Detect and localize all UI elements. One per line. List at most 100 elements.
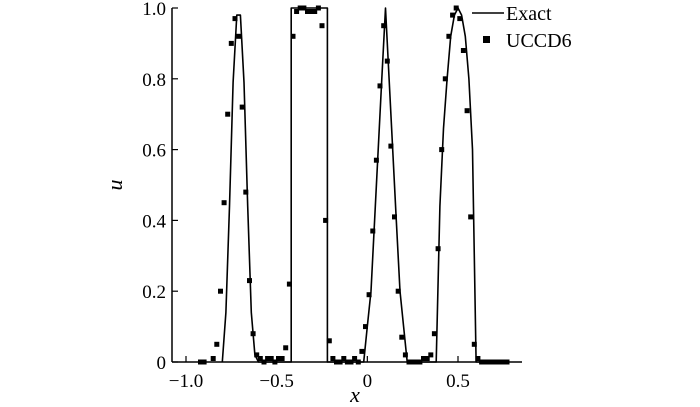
uccd6-marker (334, 359, 339, 365)
uccd6-marker (421, 356, 426, 361)
uccd6-marker (272, 359, 278, 365)
uccd6-marker (330, 356, 336, 361)
legend-marker-uccd6 (483, 36, 490, 43)
uccd6-marker (355, 359, 361, 365)
uccd6-marker (228, 40, 234, 46)
uccd6-marker (243, 189, 249, 195)
uccd6-marker (457, 16, 463, 22)
uccd6-marker (265, 356, 271, 361)
uccd6-marker (388, 143, 394, 149)
uccd6-marker (315, 5, 321, 11)
x-axis-label: x (349, 382, 360, 407)
uccd6-marker (431, 331, 437, 337)
x-tick-label: 0.5 (446, 371, 470, 392)
uccd6-marker (486, 359, 492, 365)
uccd6-marker (417, 359, 423, 365)
uccd6-marker (210, 356, 216, 361)
uccd6-marker (373, 157, 379, 163)
y-tick-label: 0 (157, 353, 167, 374)
uccd6-marker (442, 76, 448, 82)
x-tick-labels: −1.0 −0.5 0 0.5 (169, 371, 470, 392)
uccd6-marker (279, 356, 285, 361)
uccd6-marker (323, 217, 329, 223)
uccd6-marker (218, 288, 223, 294)
uccd6-marker (283, 345, 289, 351)
uccd6-marker (395, 288, 401, 294)
uccd6-marker (446, 33, 452, 39)
x-tick-label: −0.5 (259, 371, 293, 392)
uccd6-marker (232, 16, 238, 22)
uccd6-marker (348, 359, 354, 365)
uccd6-marker (359, 348, 365, 354)
uccd6-marker (402, 352, 408, 358)
uccd6-marker (471, 341, 477, 347)
uccd6-marker (475, 356, 481, 361)
uccd6-marker (464, 108, 470, 114)
y-axis-label: u (102, 180, 127, 191)
y-tick-label: 0.8 (142, 70, 166, 91)
uccd6-marker (370, 228, 376, 234)
uccd6-marker (344, 359, 350, 365)
uccd6-marker (319, 23, 325, 29)
uccd6-marker (460, 48, 466, 53)
uccd6-marker (490, 359, 495, 365)
legend: Exact UCCD6 (472, 3, 572, 52)
uccd6-marker (337, 359, 343, 365)
uccd6-marker (236, 33, 242, 39)
uccd6-marker (341, 356, 347, 361)
uccd6-marker (239, 104, 245, 110)
uccd6-marker (468, 214, 474, 220)
series-exact (221, 7, 480, 363)
uccd6-marker (377, 83, 383, 89)
y-tick-label: 1.0 (142, 0, 166, 20)
uccd6-marker (201, 359, 207, 365)
uccd6-marker (493, 359, 499, 365)
uccd6-marker (384, 58, 390, 64)
uccd6-marker (392, 214, 397, 220)
uccd6-marker (276, 356, 281, 361)
uccd6-marker (247, 278, 252, 284)
uccd6-marker (399, 334, 405, 340)
y-tick-labels: 0 0.2 0.4 0.6 0.8 1.0 (142, 0, 166, 374)
uccd6-marker (504, 359, 510, 365)
uccd6-marker (308, 9, 314, 14)
uccd6-marker (381, 23, 387, 29)
uccd6-marker (225, 111, 231, 117)
uccd6-marker (428, 352, 434, 358)
uccd6-marker (312, 9, 318, 14)
x-tick-label: 0 (363, 371, 373, 392)
legend-label-uccd6: UCCD6 (506, 30, 572, 52)
uccd6-marker (439, 147, 445, 153)
uccd6-marker (500, 359, 506, 365)
legend-label-exact: Exact (506, 3, 552, 25)
uccd6-marker (363, 324, 368, 330)
y-tick-label: 0.6 (142, 141, 166, 162)
uccd6-marker (410, 359, 416, 365)
uccd6-marker (250, 331, 256, 337)
uccd6-marker (290, 33, 296, 39)
uccd6-marker (286, 281, 292, 287)
uccd6-marker (435, 246, 441, 252)
uccd6-marker (214, 341, 220, 347)
uccd6-marker (254, 352, 260, 358)
uccd6-marker (424, 356, 430, 361)
uccd6-marker (301, 5, 307, 11)
x-tick-label: −1.0 (169, 371, 203, 392)
uccd6-marker (413, 359, 419, 365)
uccd6-marker (294, 9, 300, 14)
uccd6-marker (479, 359, 485, 365)
uccd6-marker (352, 356, 358, 361)
uccd6-marker (305, 9, 310, 14)
uccd6-marker (366, 292, 372, 298)
uccd6-marker (450, 12, 456, 18)
y-tick-label: 0.2 (142, 282, 166, 303)
uccd6-marker (453, 5, 459, 11)
uccd6-marker (268, 356, 274, 361)
uccd6-marker (497, 359, 503, 365)
y-tick-label: 0.4 (142, 211, 166, 232)
uccd6-marker (326, 338, 332, 344)
uccd6-marker (482, 359, 488, 365)
uccd6-marker (261, 359, 267, 365)
